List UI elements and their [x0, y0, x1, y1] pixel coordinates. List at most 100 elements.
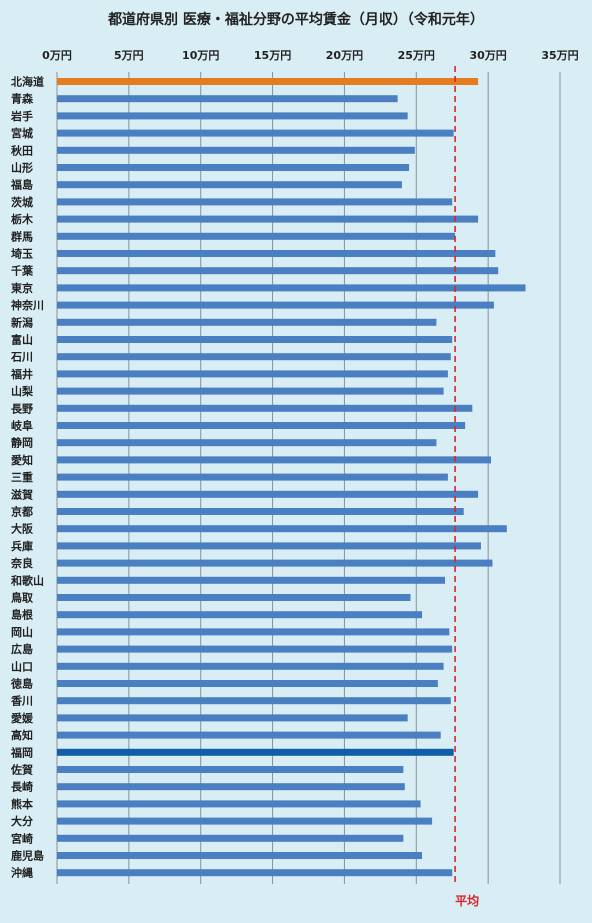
bar	[57, 456, 492, 464]
category-label: 福岡	[10, 745, 33, 759]
category-label: 青森	[11, 92, 34, 106]
bar	[57, 559, 493, 567]
bars	[57, 78, 526, 877]
bar	[57, 869, 453, 877]
chart-title: 都道府県別 医療・福祉分野の平均賃金（月収）（令和元年）	[108, 12, 484, 28]
category-label: 高知	[11, 728, 33, 742]
bar	[57, 490, 479, 498]
bar	[57, 78, 479, 85]
bar	[57, 387, 444, 395]
category-label: 栃木	[11, 212, 34, 226]
bar	[57, 284, 526, 292]
category-label: 埼玉	[11, 247, 33, 261]
bar	[57, 473, 448, 481]
bar	[57, 645, 453, 653]
category-label: 和歌山	[11, 573, 44, 587]
category-label: 沖縄	[11, 866, 33, 880]
x-tick-label: 35万円	[541, 49, 578, 62]
category-label: 宮崎	[11, 831, 33, 845]
x-tick-label: 5万円	[114, 49, 144, 62]
bar	[57, 817, 433, 825]
bar	[57, 611, 423, 619]
bar	[57, 800, 421, 808]
bar	[57, 129, 454, 137]
category-label: 静岡	[11, 436, 33, 450]
category-label: 新潟	[11, 315, 33, 329]
x-tick-label: 10万円	[182, 49, 219, 62]
category-label: 奈良	[10, 556, 33, 570]
bar	[57, 318, 437, 326]
bar	[57, 731, 441, 739]
category-label: 岡山	[11, 625, 33, 639]
average-marker: 平均	[454, 66, 479, 908]
bar	[57, 181, 402, 189]
category-labels: 北海道青森岩手宮城秋田山形福島茨城栃木群馬埼玉千葉東京神奈川新潟富山石川福井山梨…	[10, 75, 44, 880]
category-label: 長崎	[11, 780, 33, 794]
bar	[57, 662, 444, 670]
bar	[57, 680, 438, 687]
bar	[57, 215, 479, 223]
bar	[57, 353, 451, 361]
category-label: 秋田	[11, 143, 33, 157]
category-label: 鹿児島	[11, 849, 44, 863]
category-label: 愛知	[11, 453, 33, 467]
bar	[57, 714, 408, 722]
bar	[57, 439, 437, 447]
category-label: 神奈川	[11, 298, 44, 312]
category-label: 茨城	[11, 195, 33, 209]
bar	[57, 146, 415, 154]
category-label: 香川	[10, 694, 33, 708]
category-label: 島根	[11, 608, 34, 622]
x-axis-ticks: 0万円 5万円 10万円 15万円 20万円 25万円 30万円 35万円	[42, 49, 578, 62]
bar	[57, 525, 507, 533]
category-label: 岐阜	[11, 419, 33, 433]
category-label: 佐賀	[10, 763, 33, 777]
bar	[57, 250, 496, 257]
category-label: 宮城	[11, 126, 33, 140]
category-label: 山梨	[11, 384, 34, 398]
bar	[57, 576, 446, 584]
category-label: 岩手	[10, 109, 33, 123]
bar	[57, 336, 453, 343]
category-label: 福島	[10, 178, 33, 192]
bar	[57, 164, 410, 171]
bar	[57, 697, 451, 705]
bar	[57, 422, 466, 429]
category-label: 群馬	[10, 229, 33, 243]
bar	[57, 232, 456, 240]
bar	[57, 766, 404, 773]
category-label: 兵庫	[11, 539, 33, 553]
category-label: 大分	[11, 814, 33, 828]
x-tick-label: 20万円	[326, 49, 363, 62]
x-tick-label: 25万円	[398, 49, 435, 62]
category-label: 熊本	[11, 797, 33, 811]
category-label: 愛媛	[11, 711, 34, 725]
category-label: 徳島	[10, 677, 33, 691]
category-label: 石川	[10, 351, 33, 364]
x-tick-label: 0万円	[42, 49, 72, 62]
category-label: 長野	[11, 402, 33, 415]
bar	[57, 112, 408, 120]
bar	[57, 748, 454, 756]
bar	[57, 508, 464, 515]
average-label: 平均	[455, 893, 479, 908]
x-tick-label: 15万円	[254, 49, 291, 62]
category-label: 大阪	[11, 522, 34, 536]
category-label: 三重	[11, 470, 33, 484]
category-label: 千葉	[11, 264, 34, 278]
category-label: 京都	[11, 505, 33, 519]
bar	[57, 370, 448, 378]
category-label: 福井	[10, 367, 33, 381]
bar	[57, 594, 411, 601]
category-label: 富山	[11, 333, 33, 347]
category-label: 山形	[11, 161, 33, 175]
category-label: 鳥取	[11, 591, 33, 605]
bar	[57, 542, 481, 550]
bar	[57, 404, 473, 412]
bar	[57, 301, 494, 309]
bar	[57, 783, 405, 791]
x-tick-label: 30万円	[469, 49, 506, 62]
bar	[57, 628, 450, 636]
